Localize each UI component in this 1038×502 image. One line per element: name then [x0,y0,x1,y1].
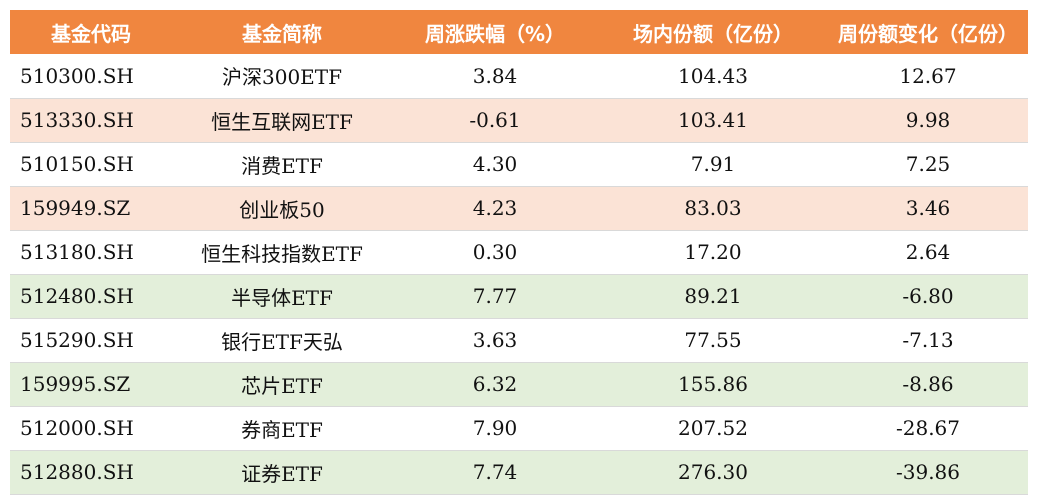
cell-weekly-change: 7.74 [472,460,518,484]
cell-shares: 276.30 [678,460,748,484]
cell-share-change: 7.25 [905,152,951,176]
cell-shares: 103.41 [678,108,748,132]
cell-share-change: -8.86 [902,372,954,396]
cell-fund-code: 159949.SZ [20,196,131,220]
cell-share-change: 12.67 [899,63,957,88]
cell-fund-code: 512880.SH [20,460,134,484]
cell-fund-code: 510150.SH [20,152,134,176]
header-row: 基金代码 基金简称 周涨跌幅（%） 场内份额（亿份） 周份额变化（亿份） [10,10,1028,54]
cell-fund-code: 512000.SH [20,416,134,440]
cell-share-change: 3.46 [905,196,951,220]
table-body: 510300.SH 沪深300ETF 3.84 104.43 12.67 513… [10,54,1028,494]
table-row: 512480.SH 半导体ETF 7.77 89.21 -6.80 [10,274,1028,318]
cell-shares: 7.91 [690,152,736,176]
cell-weekly-change: 4.23 [472,196,518,220]
table-row: 513180.SH 恒生科技指数ETF 0.30 17.20 2.64 [10,230,1028,274]
cell-fund-code: 515290.SH [20,328,134,352]
header-shares: 场内份额（亿份） [633,21,793,46]
cell-fund-code: 159995.SZ [20,372,131,396]
cell-shares: 77.55 [684,328,742,352]
cell-share-change: -6.80 [902,284,954,308]
cell-weekly-change: 3.84 [472,63,518,88]
cell-fund-name: 恒生互联网ETF [211,109,353,134]
table-row: 510150.SH 消费ETF 4.30 7.91 7.25 [10,142,1028,186]
cell-fund-name: 创业板50 [239,197,325,222]
cell-fund-name: 芯片ETF [241,373,323,398]
cell-weekly-change: 7.77 [472,284,518,308]
cell-fund-name: 消费ETF [241,153,323,178]
cell-shares: 17.20 [684,240,742,264]
table-row: 159995.SZ 芯片ETF 6.32 155.86 -8.86 [10,362,1028,406]
cell-shares: 83.03 [684,196,742,220]
cell-share-change: -7.13 [902,328,954,352]
cell-weekly-change: -0.61 [469,108,521,132]
cell-shares: 89.21 [684,284,742,308]
cell-weekly-change: 3.63 [472,328,518,352]
cell-shares: 104.43 [678,63,748,88]
table-row: 512880.SH 证券ETF 7.74 276.30 -39.86 [10,450,1028,494]
header-share-change: 周份额变化（亿份） [838,21,1018,46]
cell-share-change: -28.67 [895,416,960,440]
cell-weekly-change: 6.32 [472,372,518,396]
table-row: 510300.SH 沪深300ETF 3.84 104.43 12.67 [10,54,1028,98]
cell-fund-name: 沪深300ETF [222,65,342,90]
etf-table: 基金代码 基金简称 周涨跌幅（%） 场内份额（亿份） 周份额变化（亿份） 510… [10,10,1028,495]
cell-fund-name: 恒生科技指数ETF [201,241,363,266]
header-fund-code: 基金代码 [51,21,131,46]
table-header: 基金代码 基金简称 周涨跌幅（%） 场内份额（亿份） 周份额变化（亿份） [10,10,1028,54]
cell-share-change: 9.98 [905,108,951,132]
cell-weekly-change: 7.90 [472,416,518,440]
cell-weekly-change: 0.30 [472,240,518,264]
cell-fund-code: 510300.SH [20,63,134,88]
table-row: 159949.SZ 创业板50 4.23 83.03 3.46 [10,186,1028,230]
table-row: 512000.SH 券商ETF 7.90 207.52 -28.67 [10,406,1028,450]
cell-fund-code: 513330.SH [20,108,134,132]
cell-fund-code: 513180.SH [20,240,134,264]
cell-shares: 155.86 [678,372,748,396]
cell-shares: 207.52 [678,416,748,440]
header-fund-name: 基金简称 [242,21,322,46]
cell-fund-name: 银行ETF天弘 [221,329,343,354]
cell-share-change: 2.64 [905,240,951,264]
cell-weekly-change: 4.30 [472,152,518,176]
cell-fund-code: 512480.SH [20,284,134,308]
cell-fund-name: 半导体ETF [231,285,333,310]
cell-fund-name: 证券ETF [241,461,323,486]
table-row: 513330.SH 恒生互联网ETF -0.61 103.41 9.98 [10,98,1028,142]
cell-fund-name: 券商ETF [241,417,323,442]
cell-share-change: -39.86 [895,460,960,484]
table-row: 515290.SH 银行ETF天弘 3.63 77.55 -7.13 [10,318,1028,362]
header-weekly-change: 周涨跌幅（%） [424,21,566,46]
